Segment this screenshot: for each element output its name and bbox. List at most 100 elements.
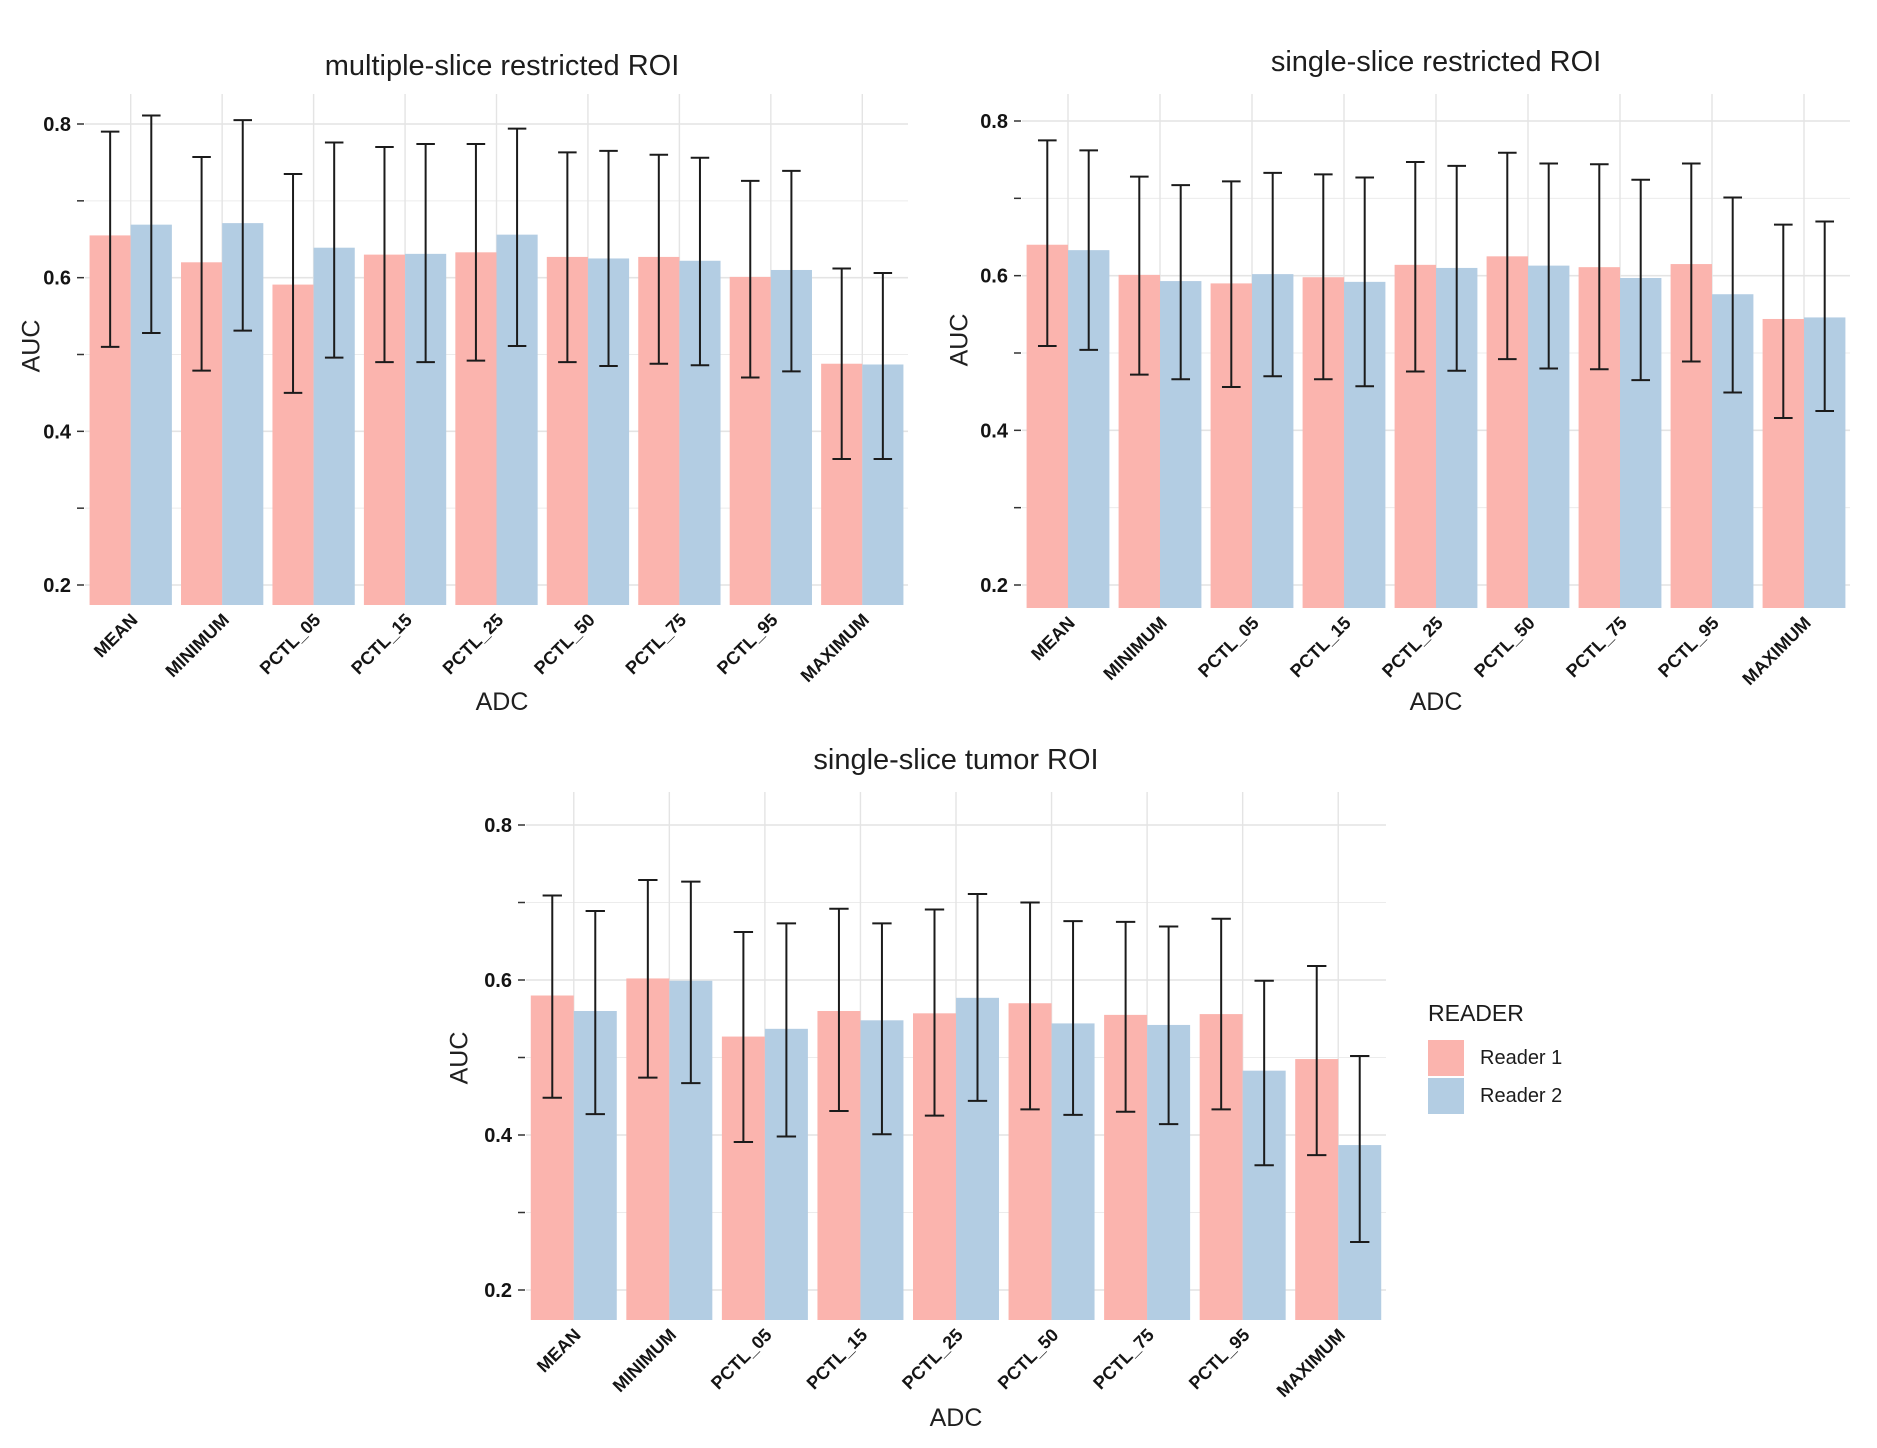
x-category-label: MAXIMUM <box>1273 1325 1349 1401</box>
error-bar-reader2 <box>782 169 801 373</box>
error-bar-reader1 <box>740 179 760 379</box>
error-bar-reader2 <box>1631 178 1651 382</box>
error-bar-reader2 <box>142 114 161 334</box>
error-bar-reader1 <box>283 172 303 394</box>
chart-title-single-slice-restricted-roi: single-slice restricted ROI <box>1270 46 1602 78</box>
error-bar-reader1 <box>1497 151 1517 361</box>
x-axis-title-chart1: ADC <box>475 688 529 716</box>
y-tick-label: 0.4 <box>484 1125 513 1147</box>
error-bar-reader2 <box>233 119 253 332</box>
error-bar-reader2 <box>1254 979 1274 1167</box>
error-bar-reader1 <box>733 930 754 1143</box>
error-bar-reader2 <box>585 910 605 1116</box>
error-bar-reader2 <box>507 127 527 348</box>
error-bar-reader2 <box>1539 162 1559 370</box>
legend-label-reader2: Reader 2 <box>1480 1084 1563 1107</box>
y-tick-label: 0.2 <box>484 1280 512 1302</box>
error-bar-reader2 <box>1171 184 1191 381</box>
error-bar-reader2 <box>1350 1054 1370 1243</box>
y-tick-label: 0.6 <box>43 268 71 290</box>
legend-item-reader1: Reader 1 <box>1428 1040 1648 1076</box>
x-category-label: MAXIMUM <box>1738 613 1814 689</box>
error-bar-reader1 <box>649 153 669 365</box>
x-category-label: PCTL_95 <box>1654 613 1723 682</box>
error-bar-reader2 <box>1063 920 1083 1116</box>
x-category-label: PCTL_75 <box>1562 613 1631 682</box>
error-bar-reader2 <box>967 892 988 1102</box>
error-bar-reader1 <box>924 908 945 1117</box>
error-bar-reader2 <box>1079 149 1099 351</box>
x-category-label: MEAN <box>90 610 142 662</box>
error-bar-reader1 <box>1307 965 1327 1157</box>
error-bar-reader1 <box>1221 180 1241 389</box>
error-bar-reader1 <box>542 894 562 1099</box>
x-category-label: PCTL_75 <box>1089 1325 1158 1394</box>
x-category-label: PCTL_25 <box>1378 613 1447 682</box>
error-bar-reader1 <box>1681 162 1701 363</box>
error-bar-reader1 <box>1211 917 1231 1111</box>
x-category-label: PCTL_05 <box>1194 613 1263 682</box>
x-category-label: PCTL_05 <box>256 610 325 679</box>
x-axis-title-chart2: ADC <box>1409 688 1463 716</box>
x-category-label: MAXIMUM <box>797 610 873 686</box>
x-category-label: PCTL_05 <box>707 1325 776 1394</box>
chart-title-single-slice-tumor-roi: single-slice tumor ROI <box>813 744 1099 776</box>
x-category-label: PCTL_15 <box>803 1325 872 1394</box>
y-tick-label: 0.4 <box>980 420 1009 442</box>
error-bar-reader1 <box>466 142 486 362</box>
error-bar-reader1 <box>100 130 120 348</box>
chart-title-multiple-slice-restricted-roi: multiple-slice restricted ROI <box>324 50 680 82</box>
x-category-label: PCTL_50 <box>994 1325 1063 1394</box>
error-bar-reader1 <box>1037 139 1057 348</box>
error-bar-reader2 <box>324 141 344 359</box>
error-bar-reader1 <box>1313 173 1333 381</box>
error-bar-reader2 <box>1263 171 1283 378</box>
legend-swatch-reader1 <box>1428 1040 1464 1076</box>
error-bar-reader1 <box>832 267 851 460</box>
error-bar-reader2 <box>873 272 893 460</box>
error-bar-reader1 <box>1129 175 1149 376</box>
x-category-label: MEAN <box>1027 613 1079 665</box>
error-bar-reader1 <box>638 879 658 1079</box>
error-bar-reader2 <box>599 149 618 368</box>
x-category-label: PCTL_50 <box>1470 613 1539 682</box>
error-bar-reader2 <box>690 156 710 367</box>
error-bar-reader2 <box>1355 176 1375 388</box>
legend-item-reader2: Reader 2 <box>1428 1078 1648 1114</box>
legend-title: READER <box>1428 1000 1524 1026</box>
x-category-label: PCTL_95 <box>713 610 782 679</box>
y-tick-label: 0.8 <box>484 815 512 837</box>
error-bar-reader2 <box>1447 164 1467 372</box>
error-bar-reader1 <box>1020 901 1040 1111</box>
y-tick-label: 0.6 <box>484 970 512 992</box>
error-bar-reader1 <box>1115 920 1136 1113</box>
y-axis-title-chart1: AUC <box>17 319 46 373</box>
y-tick-label: 0.8 <box>980 111 1008 133</box>
x-axis-title-chart3: ADC <box>929 1404 983 1432</box>
error-bar-reader1 <box>1589 163 1609 371</box>
error-bar-reader2 <box>1815 220 1835 412</box>
error-bar-reader1 <box>1773 223 1793 419</box>
x-category-label: MINIMUM <box>162 610 233 681</box>
x-category-label: MINIMUM <box>609 1325 680 1396</box>
error-bar-reader1 <box>375 146 394 364</box>
error-bar-reader2 <box>681 880 701 1085</box>
x-category-label: MEAN <box>533 1325 585 1377</box>
y-axis-title-chart2: AUC <box>945 313 974 367</box>
error-bar-reader2 <box>416 142 435 364</box>
x-category-label: PCTL_95 <box>1185 1325 1254 1394</box>
y-tick-label: 0.4 <box>43 421 72 443</box>
error-bar-reader2 <box>776 922 797 1138</box>
y-tick-label: 0.6 <box>980 266 1008 288</box>
error-bar-reader1 <box>829 907 849 1112</box>
legend-label-reader1: Reader 1 <box>1480 1046 1563 1069</box>
error-bar-reader2 <box>1723 196 1743 394</box>
error-bar-reader2 <box>1158 925 1179 1126</box>
x-category-label: PCTL_25 <box>439 610 508 679</box>
y-tick-label: 0.2 <box>43 575 71 597</box>
y-tick-label: 0.2 <box>980 575 1008 597</box>
legend-swatch-reader2 <box>1428 1078 1464 1114</box>
y-tick-label: 0.8 <box>43 114 71 136</box>
